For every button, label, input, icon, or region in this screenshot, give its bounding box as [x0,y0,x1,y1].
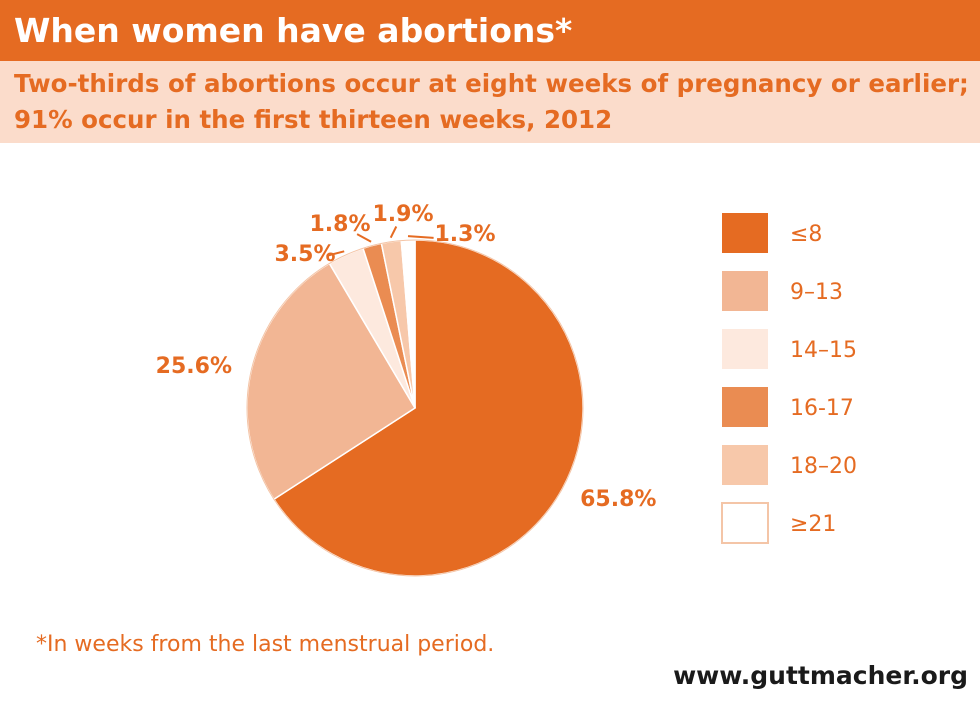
slice-label-1: 65.8% [580,487,656,512]
legend-swatch-5 [722,445,768,485]
legend-label-1: ≤8 [790,222,822,247]
slice-label-6: 1.3% [434,222,495,247]
legend-swatch-2 [722,271,768,311]
pie-outline [246,239,584,577]
label-leader-lines [326,226,434,257]
leader-line-5 [389,226,398,239]
legend-swatch-3 [722,329,768,369]
legend: ≤8 9–13 14–15 16-17 18–20 ≥21 [721,213,857,544]
subtitle-line-1: Two-thirds of abortions occur at eight w… [14,69,969,98]
slice-label-5: 1.9% [372,202,433,227]
pie-chart: 65.8% 25.6% 3.5% 1.8% 1.9%1.3% ≤8 9–13 14–15 16… [156,202,857,577]
slice-label-3: 3.5% [274,242,335,267]
footnote: *In weeks from the last menstrual period… [36,632,495,657]
chart-subtitle: Two-thirds of abortions occur at eight w… [0,61,980,143]
leader-line-4 [356,233,372,243]
legend-swatch-1 [722,213,768,253]
legend-label-5: 18–20 [790,454,857,479]
legend-swatch-4 [722,387,768,427]
leader-line-3 [326,250,345,257]
legend-label-3: 14–15 [790,338,857,363]
leader-line-6 [407,235,434,239]
source-url: www.guttmacher.org [673,661,968,690]
chart-title: When women have abortions* [0,0,980,61]
legend-swatch-6 [721,502,769,544]
subtitle-line-2: 91% occur in the first thirteen weeks, 2… [14,105,613,134]
slice-label-2: 25.6% [156,354,232,379]
pie-slices [246,239,584,577]
legend-label-2: 9–13 [790,280,843,305]
slice-label-4: 1.8% [309,212,370,237]
legend-label-4: 16-17 [790,396,854,421]
legend-label-6: ≥21 [790,512,836,537]
slice-labels: 65.8% 25.6% 3.5% 1.8% 1.9%1.3% [156,202,657,512]
